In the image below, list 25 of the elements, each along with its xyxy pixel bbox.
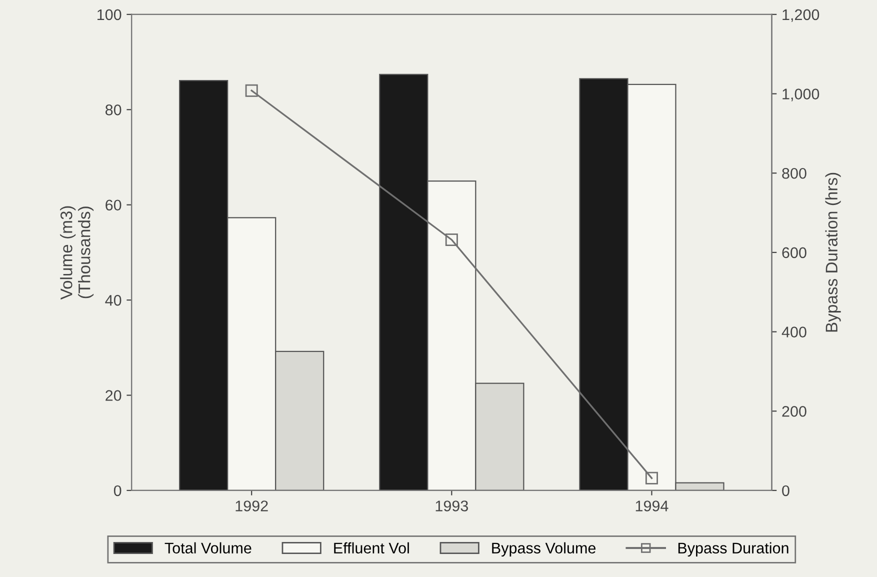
point — [245, 84, 258, 97]
legend-label: Effluent Vol — [334, 542, 409, 554]
legend-label: Bypass Duration — [678, 542, 788, 557]
point — [445, 233, 458, 246]
y2-tick-label: 1,000 — [782, 88, 820, 102]
y2-tick-label: 400 — [782, 326, 806, 338]
legend-label: Total Volume — [164, 542, 252, 554]
y-axis-title: Volume (m3) (Thousands) — [60, 206, 94, 300]
y2-axis-title: Bypass Duration (hrs) — [825, 172, 841, 332]
y-tick-label: 60 — [106, 200, 122, 211]
y-tick-label: 0 — [114, 485, 122, 496]
y-tick-label: 40 — [105, 294, 122, 306]
legend-label: Bypass Volume — [492, 542, 596, 557]
y-tick-label: 80 — [106, 104, 122, 116]
point — [645, 472, 658, 484]
y2-tick-label: 600 — [782, 247, 806, 258]
x-tick-label: 1994 — [636, 500, 668, 512]
y-tick-label: 100 — [98, 9, 122, 20]
y2-tick-label: 200 — [782, 406, 806, 417]
y2-tick-label: 800 — [782, 168, 806, 179]
x-tick-label: 1993 — [436, 500, 468, 512]
y2-tick-label: 0 — [782, 485, 790, 496]
y-tick-label: 20 — [106, 390, 122, 401]
x-tick-label: 1992 — [236, 500, 268, 512]
y2-tick-label: 1,200 — [782, 9, 820, 22]
